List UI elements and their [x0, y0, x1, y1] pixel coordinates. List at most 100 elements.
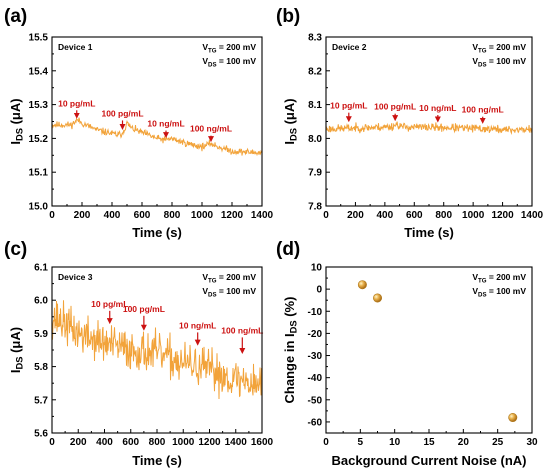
- y-tick-label: 5.6: [34, 429, 48, 440]
- y-tick-label: 15.0: [29, 202, 49, 213]
- x-tick-label: 400: [377, 210, 394, 221]
- data-point: [372, 293, 382, 303]
- y-tick-label: 8.1: [308, 100, 322, 111]
- series-line: [326, 121, 532, 136]
- x-tick-label: 0: [49, 437, 55, 448]
- annotation-label: 100 pg/mL: [101, 108, 143, 118]
- x-tick-label: 600: [122, 437, 139, 448]
- x-tick-label: 600: [406, 210, 423, 221]
- device-label: Device 1: [58, 42, 93, 52]
- y-tick-label: 15.3: [29, 100, 49, 111]
- x-tick-label: 400: [96, 437, 113, 448]
- y-tick-label: 0: [316, 285, 322, 296]
- y-tick-label: -10: [308, 307, 323, 318]
- y-tick-label: 6.0: [34, 296, 48, 307]
- device-label: Device 3: [58, 272, 93, 282]
- annotation-label: 10 ng/mL: [179, 320, 216, 330]
- x-tick-label: 10: [389, 437, 401, 448]
- x-tick-label: 800: [435, 210, 452, 221]
- annotation-label: 100 ng/mL: [190, 124, 232, 134]
- y-tick-label: 5.7: [34, 395, 48, 406]
- x-axis-title: Time (s): [404, 225, 454, 240]
- x-tick-label: 1400: [251, 210, 274, 221]
- y-tick-label: 7.8: [308, 202, 322, 213]
- x-tick-label: 200: [347, 210, 364, 221]
- y-tick-label: -60: [308, 417, 323, 428]
- annotation-label: 10 pg/mL: [330, 101, 367, 111]
- y-axis-title: IDS​ (μA): [8, 98, 25, 144]
- annotation-label: 10 pg/mL: [58, 98, 95, 108]
- y-tick-label: -50: [308, 395, 323, 406]
- x-tick-label: 1000: [462, 210, 485, 221]
- condition-vds: VDS​ = 100 mV: [202, 286, 256, 299]
- x-axis-title: Time (s): [132, 225, 182, 240]
- condition-vtg: VTG​ = 200 mV: [202, 272, 256, 285]
- panel-b: (b) 10 pg/mL 100 pg/mL 10 ng/mL 100 ng/mL 0 20…: [276, 6, 544, 240]
- condition-vtg: VTG​ = 200 mV: [472, 42, 526, 55]
- x-tick-label: 30: [526, 437, 538, 448]
- y-tick-label: 5.8: [34, 362, 48, 373]
- panel-d: (d) 0 5 10 15 20 25 30 -60 -50 -40 -30 -20 -10 0 10 Back…: [276, 239, 538, 468]
- x-tick-label: 15: [423, 437, 435, 448]
- x-tick-label: 0: [323, 210, 329, 221]
- y-tick-label: -20: [308, 329, 323, 340]
- panel-letter: (a): [4, 6, 27, 27]
- y-tick-label: 6.1: [34, 263, 48, 274]
- annotation-label: 100 pg/mL: [374, 102, 416, 112]
- series-line: [52, 300, 262, 400]
- y-axis-title: Change in IDS​ (%): [282, 297, 299, 404]
- panel-letter: (d): [276, 239, 300, 260]
- y-tick-label: 10: [311, 263, 323, 274]
- x-tick-label: 1000: [191, 210, 214, 221]
- x-tick-label: 800: [149, 437, 166, 448]
- annotation-label: 100 ng/mL: [221, 325, 263, 335]
- x-tick-label: 20: [458, 437, 470, 448]
- device-label: Device 2: [332, 42, 367, 52]
- x-tick-label: 200: [74, 210, 91, 221]
- x-axis-title: Background Current Noise (nA): [331, 453, 526, 468]
- x-tick-label: 5: [358, 437, 364, 448]
- y-axis-title: IDS​ (μA): [282, 98, 299, 144]
- x-tick-label: 1200: [221, 210, 244, 221]
- x-tick-label: 1200: [491, 210, 514, 221]
- annotation-label: 10 pg/mL: [91, 299, 128, 309]
- y-tick-label: 15.4: [29, 66, 49, 77]
- y-tick-label: 15.5: [29, 33, 49, 44]
- x-tick-label: 1400: [225, 437, 248, 448]
- condition-vtg: VTG​ = 200 mV: [472, 272, 526, 285]
- annotation-label: 100 pg/mL: [123, 304, 165, 314]
- x-tick-label: 800: [164, 210, 181, 221]
- condition-vds: VDS​ = 100 mV: [202, 56, 256, 69]
- x-tick-label: 1600: [251, 437, 274, 448]
- y-tick-label: 8.3: [308, 33, 322, 44]
- x-tick-label: 1000: [172, 437, 195, 448]
- y-tick-label: -40: [308, 373, 323, 384]
- data-point: [357, 280, 367, 290]
- x-tick-label: 25: [492, 437, 504, 448]
- condition-vtg: VTG​ = 200 mV: [202, 42, 256, 55]
- y-tick-label: 15.2: [29, 134, 49, 145]
- condition-vds: VDS​ = 100 mV: [472, 286, 526, 299]
- y-tick-label: 15.1: [29, 168, 49, 179]
- panel-letter: (c): [4, 239, 27, 260]
- data-point: [508, 413, 518, 423]
- y-axis-title: IDS​ (μA): [8, 327, 25, 373]
- x-tick-label: 200: [70, 437, 87, 448]
- x-tick-label: 400: [104, 210, 121, 221]
- x-tick-label: 1200: [198, 437, 221, 448]
- annotation-label: 100 ng/mL: [462, 105, 504, 115]
- x-tick-label: 0: [323, 437, 329, 448]
- condition-vds: VDS​ = 100 mV: [472, 56, 526, 69]
- x-axis-title: Time (s): [132, 453, 182, 468]
- panel-a: (a) 10 pg/mL 100 pg/mL 10 ng/mL 100 ng/mL 0 20…: [4, 6, 274, 240]
- y-tick-label: -30: [308, 351, 323, 362]
- x-tick-label: 1400: [521, 210, 544, 221]
- y-tick-label: 5.9: [34, 329, 48, 340]
- x-tick-label: 600: [134, 210, 151, 221]
- panel-letter: (b): [276, 6, 300, 27]
- y-tick-label: 8.0: [308, 134, 322, 145]
- series-line: [52, 117, 262, 157]
- y-tick-label: 7.9: [308, 168, 322, 179]
